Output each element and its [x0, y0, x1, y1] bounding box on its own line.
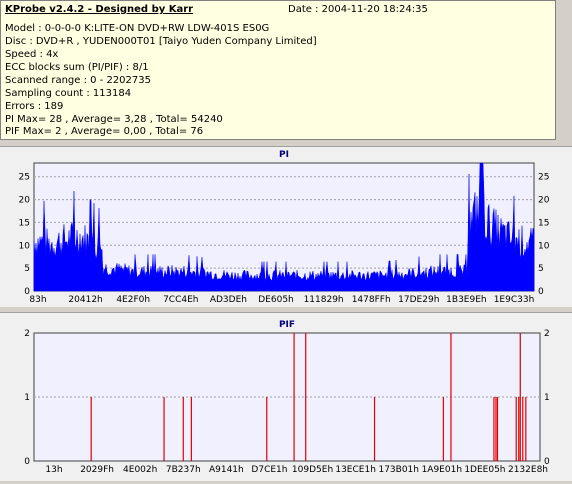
- x-tick-label: 4E2F0h: [116, 295, 150, 305]
- x-tick-label: 2029Fh: [80, 465, 114, 475]
- info-scanned-range: Scanned range : 0 - 2202735: [5, 75, 151, 86]
- pi-chart-panel: PI 0 0 5 5 10 10 15 15 20 20 25 25 83h 20412h 4E2F0h 7CC…: [0, 146, 572, 307]
- info-pi-stats: PI Max= 28 , Average= 3,28 , Total= 5424…: [5, 114, 223, 125]
- pi-chart: PI 0 0 5 5 10 10 15 15 20 20 25 25 83h 20412h 4E2F0h 7CC…: [19, 150, 550, 305]
- y-tick-label-right: 0: [538, 287, 544, 297]
- y-tick-label-left: 20: [19, 196, 31, 206]
- y-tick-label-left: 10: [19, 241, 31, 251]
- x-tick-label: 7CC4Eh: [163, 295, 198, 305]
- y-tick-label-right: 1: [544, 393, 550, 403]
- info-speed: Speed : 4x: [5, 49, 59, 60]
- y-tick-label-right: 20: [538, 196, 550, 206]
- info-sampling-count: Sampling count : 113184: [5, 88, 132, 99]
- y-tick-label-right: 10: [538, 241, 550, 251]
- x-tick-label: 4E002h: [123, 465, 157, 475]
- x-tick-label: 173B01h: [378, 465, 419, 475]
- x-tick-label: 111829h: [304, 295, 344, 305]
- x-tick-label: D7CE1h: [251, 465, 287, 475]
- x-tick-label: 1A9E01h: [422, 465, 462, 475]
- y-tick-label-left: 15: [19, 218, 30, 228]
- pif-chart: PIF 0 0 1 1 2 2 13h 2029Fh 4E002h 7B237h A9141h D7CE…: [24, 320, 550, 475]
- scan-date: Date : 2004-11-20 18:24:35: [288, 4, 428, 15]
- chart-title: PI: [279, 150, 289, 160]
- y-tick-label-left: 0: [24, 287, 30, 297]
- x-tick-label: AD3DEh: [210, 295, 247, 305]
- x-tick-label: 109D5Eh: [292, 465, 333, 475]
- x-tick-label: 17DE29h: [398, 295, 439, 305]
- y-tick-label-left: 2: [24, 329, 30, 339]
- x-tick-label: 1B3E9Eh: [446, 295, 486, 305]
- info-panel: KProbe v2.4.2 - Designed by Karr Date : …: [0, 0, 556, 140]
- y-tick-label-right: 2: [544, 329, 550, 339]
- y-tick-label-right: 15: [538, 218, 549, 228]
- x-tick-label: 7B237h: [166, 465, 201, 475]
- x-tick-label: 83h: [29, 295, 46, 305]
- x-tick-label: DE605h: [258, 295, 294, 305]
- info-disc: Disc : DVD+R , YUDEN000T01 [Taiyo Yuden …: [5, 36, 317, 47]
- info-errors: Errors : 189: [5, 101, 64, 112]
- x-tick-label: 1E9C33h: [494, 295, 535, 305]
- y-tick-label-left: 25: [19, 173, 30, 183]
- x-tick-label: A9141h: [209, 465, 244, 475]
- pif-chart-panel: PIF 0 0 1 1 2 2 13h 2029Fh 4E002h 7B237h A9141h D7CE…: [0, 312, 572, 481]
- app-title: KProbe v2.4.2 - Designed by Karr: [5, 4, 194, 15]
- info-ecc-blocks: ECC blocks sum (PI/PIF) : 8/1: [5, 62, 149, 73]
- x-tick-label: 20412h: [68, 295, 102, 305]
- info-model: Model : 0-0-0-0 K:LITE-ON DVD+RW LDW-401…: [5, 23, 270, 34]
- y-tick-label-left: 0: [24, 457, 30, 467]
- x-tick-label: 13ECE1h: [335, 465, 376, 475]
- x-tick-label: 13h: [45, 465, 62, 475]
- x-tick-label: 1DEE05h: [464, 465, 505, 475]
- y-tick-label-left: 5: [24, 264, 30, 274]
- x-tick-label: 1478FFh: [352, 295, 391, 305]
- x-tick-label: 2132E8h: [508, 465, 548, 475]
- y-tick-label-right: 0: [544, 457, 550, 467]
- y-tick-label-right: 25: [538, 173, 549, 183]
- chart-title: PIF: [279, 320, 295, 330]
- y-tick-label-left: 1: [24, 393, 30, 403]
- pi-bars: [33, 162, 535, 292]
- info-pif-stats: PIF Max= 2 , Average= 0,00 , Total= 76: [5, 126, 204, 137]
- y-tick-label-right: 5: [538, 264, 544, 274]
